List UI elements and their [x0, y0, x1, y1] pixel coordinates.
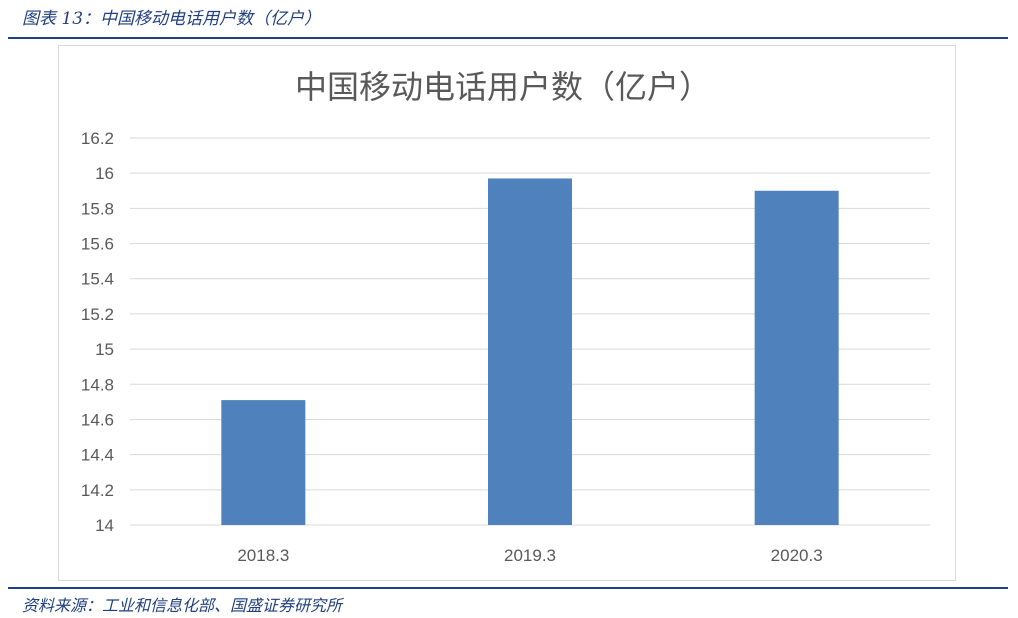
x-axis-ticks: 2018.3 2019.3 2020.3	[237, 546, 822, 565]
top-rule	[8, 37, 1008, 39]
y-tick-label: 14.6	[81, 410, 114, 429]
x-tick-label: 2019.3	[504, 546, 556, 565]
bar-2019.3	[488, 178, 572, 525]
y-tick-label: 15.2	[81, 305, 114, 324]
bottom-rule	[8, 587, 1008, 589]
y-tick-label: 15	[95, 340, 114, 359]
source-note: 资料来源：工业和信息化部、国盛证券研究所	[22, 596, 343, 615]
y-tick-label: 16.2	[81, 129, 114, 148]
bar-2020.3	[754, 190, 839, 526]
chart-title: 中国移动电话用户数（亿户）	[295, 68, 711, 106]
y-axis-ticks: 14 14.2 14.4 14.6 14.8 15 15.2 15.4 15.6 15.8 16 16…	[81, 129, 114, 535]
y-tick-label: 15.8	[81, 199, 114, 218]
y-tick-label: 14.8	[81, 375, 114, 394]
bars	[221, 178, 839, 526]
y-tick-label: 14.4	[81, 446, 114, 465]
bar-2018.3	[221, 400, 306, 525]
y-tick-label: 14	[95, 516, 114, 535]
y-tick-label: 15.4	[81, 270, 114, 289]
y-tick-label: 15.6	[81, 235, 114, 254]
x-tick-label: 2018.3	[237, 546, 289, 565]
y-tick-label: 14.2	[81, 481, 114, 500]
y-tick-label: 16	[95, 164, 114, 183]
x-tick-label: 2020.3	[771, 546, 823, 565]
figure-caption: 图表 13：中国移动电话用户数（亿户）	[22, 9, 322, 29]
